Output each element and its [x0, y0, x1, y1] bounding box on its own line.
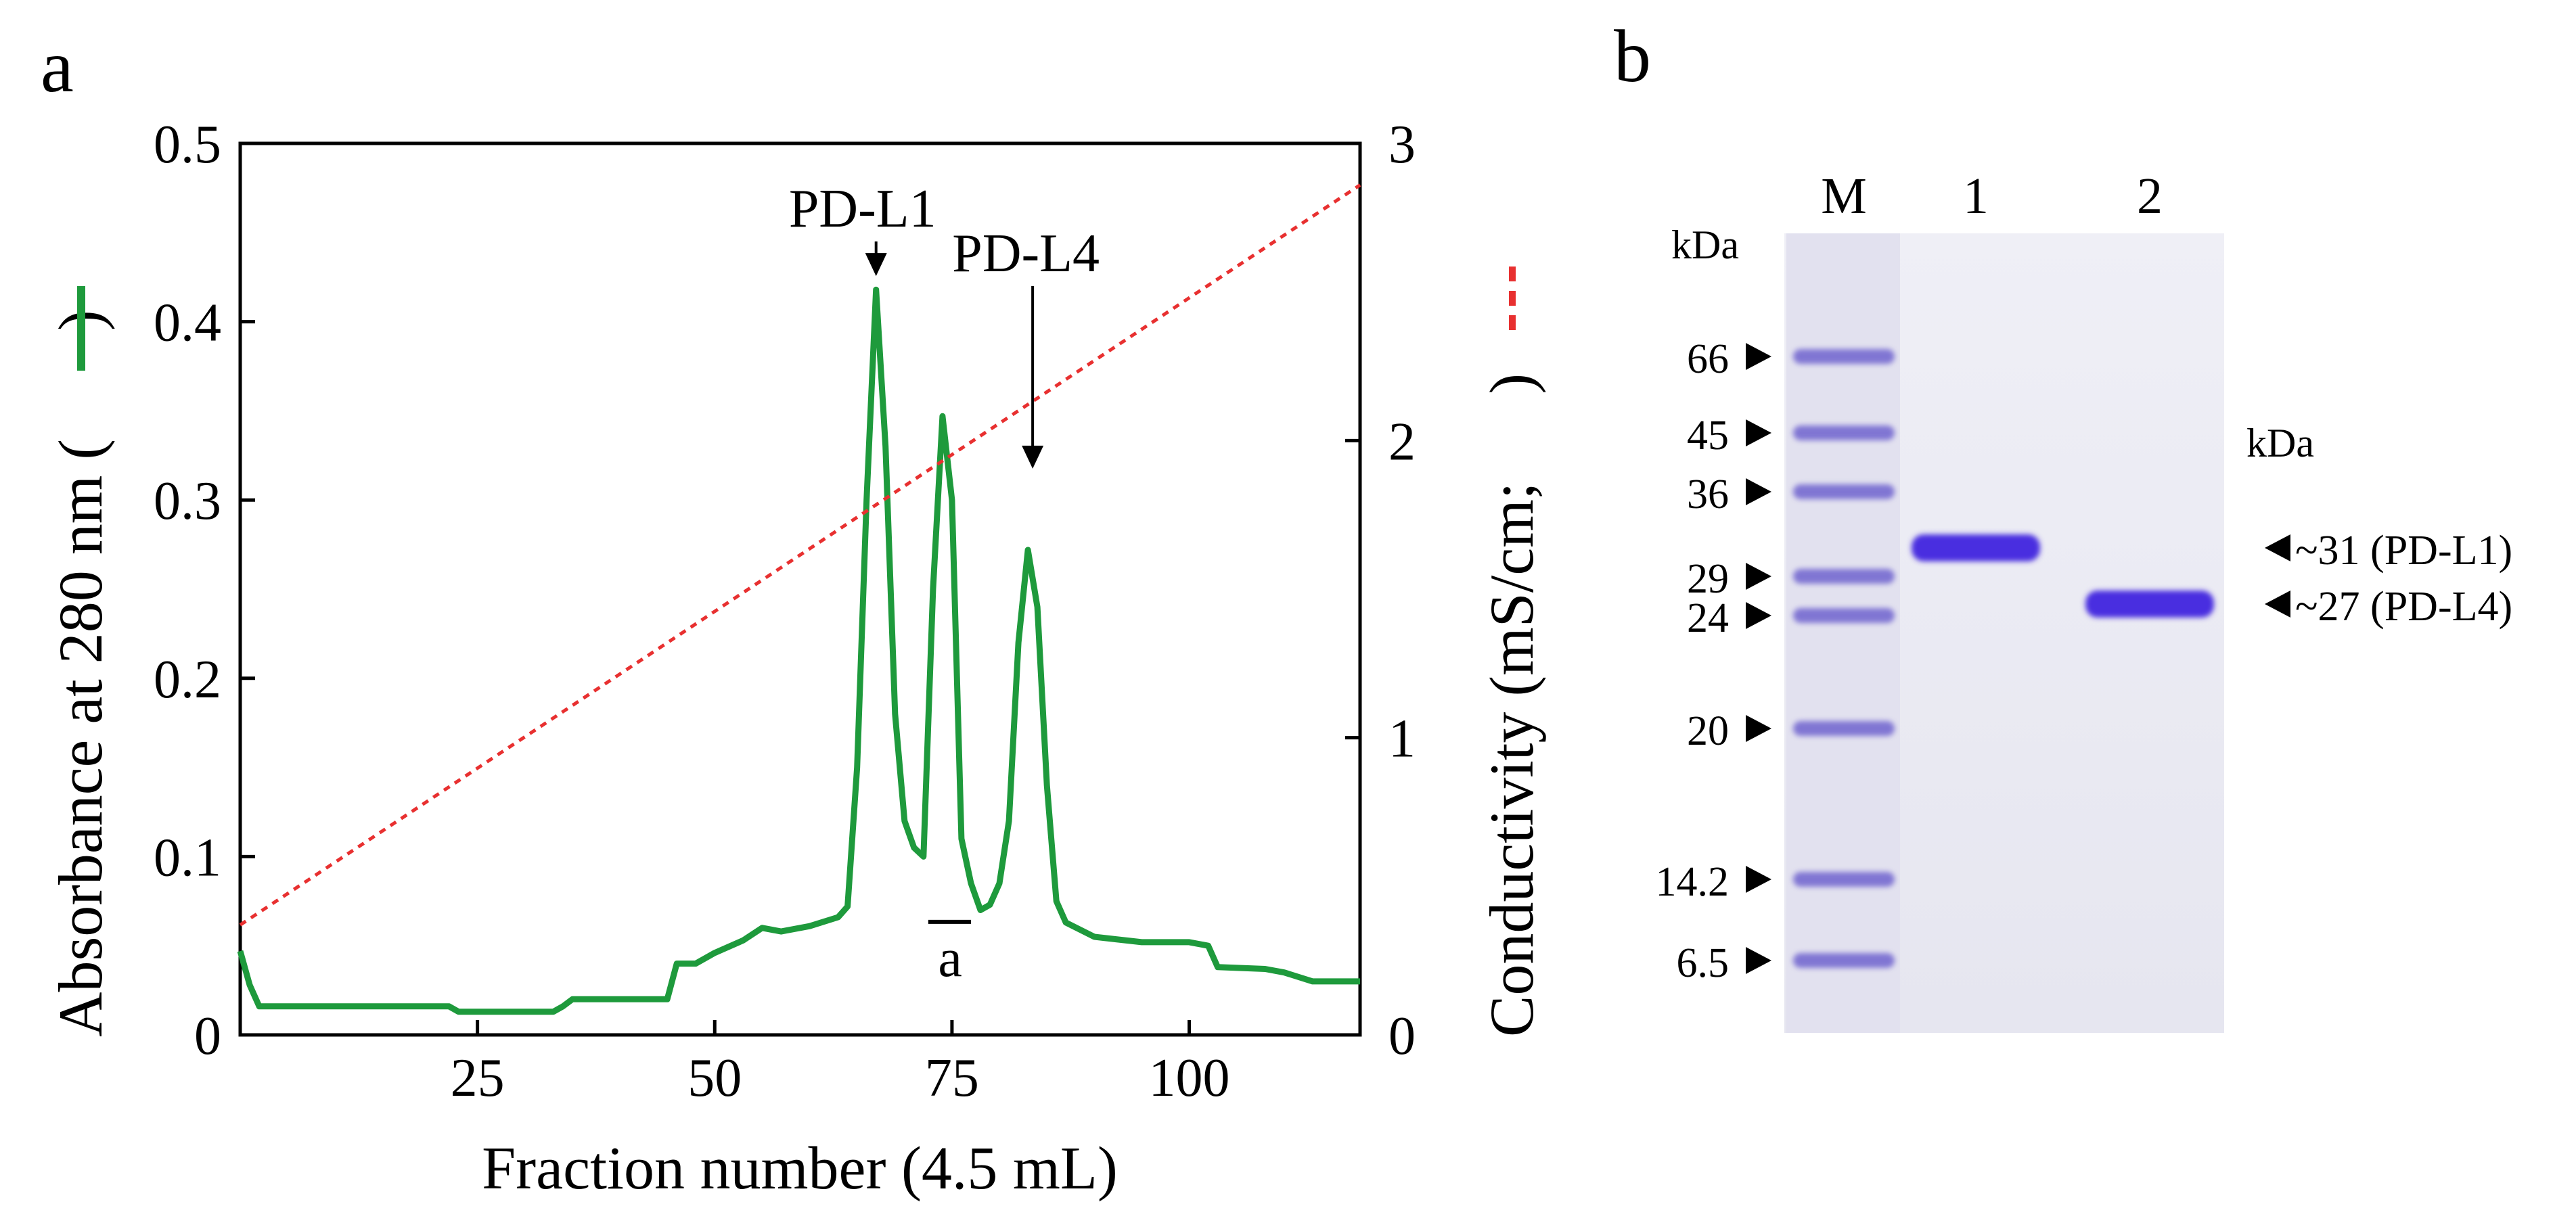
- marker-label: 66: [1687, 336, 1729, 382]
- panel-b-label: b: [1614, 15, 1651, 97]
- peak-arrow-head: [865, 253, 887, 277]
- y2-tick-label: 0: [1388, 1006, 1416, 1066]
- y-tick-label: 0.4: [154, 294, 221, 353]
- marker-arrow: [1746, 715, 1771, 742]
- y2-axis-label-close: ): [1477, 373, 1546, 394]
- peak-label-pd-l1: PD-L1: [789, 179, 936, 239]
- kda-right-label: kDa: [2246, 421, 2314, 465]
- x-axis: 25 50 75 100: [451, 1020, 1230, 1108]
- x-tick-label: 75: [925, 1048, 979, 1108]
- y2-tick-label: 3: [1388, 115, 1416, 175]
- marker-label: 14.2: [1656, 859, 1730, 905]
- x-tick-label: 50: [687, 1048, 742, 1108]
- svg-text:Conductivity (mS/cm;): Conductivity (mS/cm;): [1477, 373, 1546, 1037]
- x-tick-label: 100: [1149, 1048, 1230, 1108]
- sample-band-label: ~27 (PD-L4): [2295, 584, 2512, 630]
- sample-band-label: ~31 (PD-L1): [2295, 528, 2512, 574]
- marker-arrow: [1746, 947, 1771, 974]
- marker-bands: [1793, 349, 1895, 968]
- plot-frame: [238, 141, 1362, 1037]
- sample-band-arrow: [2265, 591, 2290, 618]
- y2-tick-label: 1: [1388, 710, 1416, 769]
- marker-lane: [1786, 233, 1900, 1033]
- marker-label: 6.5: [1677, 940, 1730, 986]
- marker-band: [1793, 484, 1895, 499]
- y-axis-label-text: Absorbance at 280 nm (: [46, 439, 115, 1037]
- marker-label: 20: [1687, 708, 1729, 754]
- sample-bands: ~31 (PD-L1) ~27 (PD-L4): [1912, 528, 2512, 630]
- y-tick-label: 0.2: [154, 650, 221, 710]
- svg-text:Absorbance at 280 nm (): Absorbance at 280 nm (): [46, 310, 115, 1037]
- y-tick-label: 0: [194, 1006, 221, 1066]
- x-axis-label: Fraction number (4.5 mL): [482, 1135, 1118, 1202]
- peak-arrow-head: [1022, 445, 1044, 469]
- y2-tick-label: 2: [1388, 412, 1416, 471]
- y-axis-label: Absorbance at 280 nm (): [46, 286, 115, 1037]
- marker-band: [1793, 953, 1895, 968]
- panel-a-chromatogram: a 0 0.1 0.2 0.3 0.4 0.5 0 1 2 3 25 50 75 100 Fracti…: [41, 25, 1546, 1202]
- y-tick-label: 0.5: [154, 115, 221, 175]
- y-axis-right: 0 1 2 3: [1345, 115, 1416, 1066]
- marker-arrow: [1746, 419, 1771, 446]
- marker-label: 45: [1687, 413, 1729, 459]
- y2-axis-label-text: Conductivity (mS/cm;: [1477, 482, 1546, 1037]
- y-axis-left: 0 0.1 0.2 0.3 0.4 0.5: [154, 115, 255, 1066]
- sample-band-arrow: [2265, 534, 2290, 561]
- marker-band: [1793, 608, 1895, 623]
- y-tick-label: 0.3: [154, 471, 221, 531]
- sample-band-lane-1: [1912, 534, 2040, 561]
- marker-band: [1793, 872, 1895, 887]
- absorbance-line: [237, 286, 1360, 1015]
- marker-arrow: [1746, 343, 1771, 370]
- lane-labels: M 1 2: [1821, 168, 2163, 225]
- fraction-bar-label: a: [938, 929, 962, 988]
- lane-label-m: M: [1821, 168, 1867, 225]
- marker-arrow: [1746, 563, 1771, 590]
- marker-arrow: [1746, 866, 1771, 893]
- lane-label-2: 2: [2137, 168, 2163, 225]
- kda-left-label: kDa: [1671, 223, 1739, 267]
- marker-label: 29: [1687, 556, 1729, 602]
- conductivity-line: [239, 183, 1361, 927]
- marker-band: [1793, 569, 1895, 584]
- annotations: PD-L1 PD-L4 a: [789, 179, 1100, 988]
- marker-band: [1793, 349, 1895, 364]
- peak-label-pd-l4: PD-L4: [952, 224, 1100, 283]
- panel-a-label: a: [41, 25, 74, 108]
- marker-arrow: [1746, 478, 1771, 505]
- lane-label-1: 1: [1963, 168, 1989, 225]
- marker-arrow: [1746, 602, 1771, 629]
- marker-label: 24: [1687, 595, 1729, 641]
- y-tick-label: 0.1: [154, 828, 221, 887]
- x-tick-label: 25: [451, 1048, 505, 1108]
- marker-band: [1793, 425, 1895, 440]
- marker-label: 36: [1687, 471, 1729, 517]
- series-layer: [237, 183, 1361, 1015]
- sample-band-lane-2: [2085, 591, 2214, 618]
- marker-band: [1793, 721, 1895, 736]
- y2-axis-label: Conductivity (mS/cm;): [1477, 259, 1546, 1037]
